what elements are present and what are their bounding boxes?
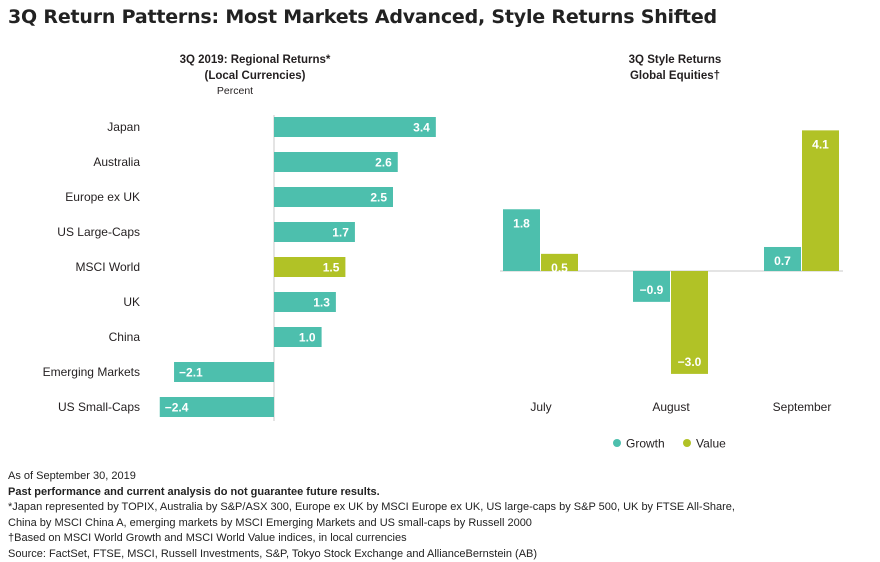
value-label-australia: 2.6 [375,156,392,170]
bar-growth-september [764,246,801,271]
category-label-us-small-caps: US Small-Caps [58,400,140,414]
legend-label-value: Value [696,437,726,451]
style-chart-title-line1: 3Q Style Returns [628,54,722,66]
category-label-september: September [773,400,832,414]
regional-chart-unit: Percent [216,85,254,97]
category-label-august: August [652,400,690,414]
bar-value-july [541,253,578,271]
charts-canvas: Japan 3.4 Australia 2.6 Europe ex UK 2.5 US La… [43,115,843,451]
bar-growth-august [633,271,670,302]
value-label-emerging-markets: −2.1 [179,366,203,380]
category-label-emerging-markets: Emerging Markets [43,365,140,379]
bar-uk [274,292,336,312]
bar-msci-world [274,257,346,277]
value-label-value-july: 0.5 [551,261,568,275]
legend-label-growth: Growth [626,437,665,451]
category-label-china: China [109,330,141,344]
regional-returns-chart: Japan 3.4 Australia 2.6 Europe ex UK 2.5 US La… [43,115,436,421]
value-label-japan: 3.4 [413,121,430,135]
bar-china [274,327,322,347]
regional-chart-header: 3Q 2019: Regional Returns* (Local Curren… [120,52,390,100]
category-label-europe-ex-uk: Europe ex UK [65,190,140,204]
value-label-msci-world: 1.5 [323,261,340,275]
bar-japan [274,117,436,137]
category-label-us-large-caps: US Large-Caps [57,225,140,239]
value-label-growth-august: −0.9 [640,283,664,297]
footnote-china: China by MSCI China A, emerging markets … [8,516,532,529]
bar-value-september [802,130,839,271]
style-returns-chart: 1.8 0.5 July −0.9 −3.0 August 0.7 4.1 September G… [500,130,843,451]
regional-chart-title-line2: (Local Currencies) [204,70,306,82]
category-label-uk: UK [123,295,140,309]
value-label-growth-july: 1.8 [513,216,530,230]
value-label-value-august: −3.0 [678,355,702,369]
bar-us-small-caps [159,397,274,417]
legend-marker-growth [613,439,621,447]
value-label-china: 1.0 [299,331,316,345]
as-of-note: As of September 30, 2019 [8,470,136,482]
style-chart-title-line2: Global Equities† [629,70,721,82]
footnotes: As of September 30, 2019 Past performanc… [8,469,735,562]
style-chart-header: 3Q Style Returns Global Equities† [560,52,790,84]
category-label-japan: Japan [107,120,140,134]
value-label-us-small-caps: −2.4 [165,401,189,415]
regional-chart-title-line1: 3Q 2019: Regional Returns* [179,54,331,66]
category-label-australia: Australia [93,155,140,169]
bar-value-august [671,271,708,374]
footnote-japan: *Japan represented by TOPIX, Australia b… [8,501,735,513]
value-label-growth-september: 0.7 [774,254,791,268]
bar-us-large-caps [274,222,355,242]
style-legend: Growth Value [613,437,726,451]
source-note: Source: FactSet, FTSE, MSCI, Russell Inv… [8,547,538,560]
bar-australia [274,152,398,172]
bar-europe-ex-uk [274,187,393,207]
legend-marker-value [683,439,691,447]
value-label-europe-ex-uk: 2.5 [370,191,387,205]
category-label-msci-world: MSCI World [76,260,140,274]
value-label-us-large-caps: 1.7 [332,226,349,240]
page-title: 3Q Return Patterns: Most Markets Advance… [8,6,717,28]
category-label-july: July [530,400,551,414]
bar-emerging-markets [174,362,274,382]
footnote-style: †Based on MSCI World Growth and MSCI Wor… [8,532,407,544]
value-label-uk: 1.3 [313,296,330,310]
value-label-value-september: 4.1 [812,137,829,151]
bar-growth-july [503,209,540,271]
performance-disclaimer: Past performance and current analysis do… [8,485,380,498]
